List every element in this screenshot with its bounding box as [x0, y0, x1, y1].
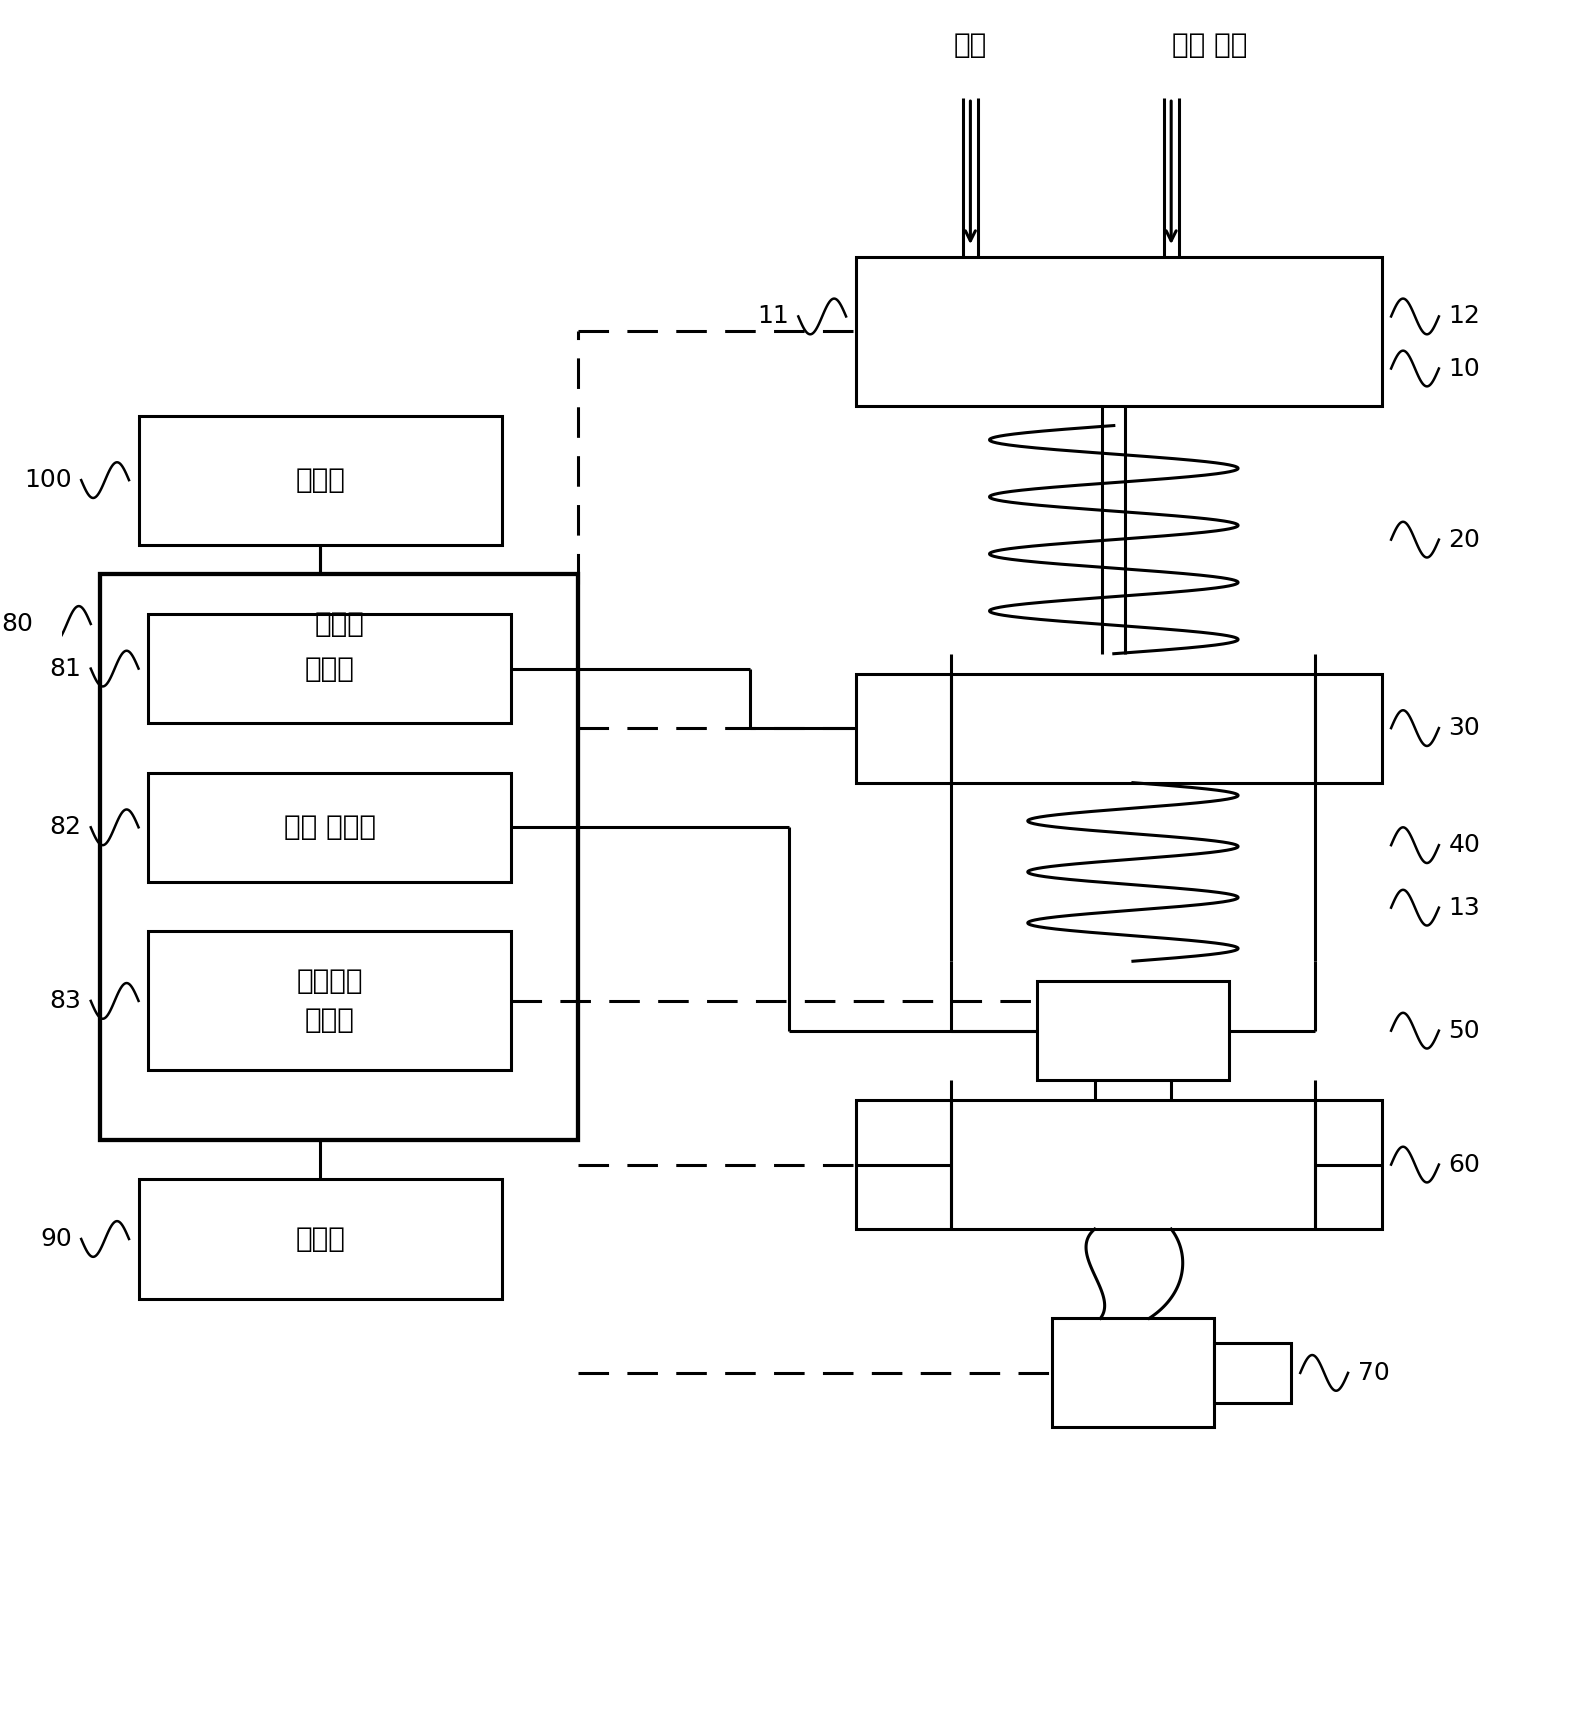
- Text: 제어부: 제어부: [315, 610, 365, 637]
- Bar: [856, 256, 1381, 405]
- Text: 10: 10: [1449, 357, 1480, 381]
- Bar: [101, 575, 579, 1140]
- Bar: [148, 615, 511, 724]
- Text: 11: 11: [757, 305, 788, 329]
- Text: 전원부: 전원부: [296, 466, 344, 494]
- Text: 83: 83: [49, 989, 82, 1013]
- Text: 운반 에어: 운반 에어: [1172, 31, 1247, 59]
- Bar: [148, 772, 511, 882]
- Text: 80: 80: [2, 611, 33, 636]
- Text: 12: 12: [1449, 305, 1480, 329]
- Bar: [1214, 1342, 1291, 1403]
- Text: 60: 60: [1449, 1152, 1480, 1176]
- Bar: [148, 932, 511, 1070]
- Text: 판단부: 판단부: [305, 655, 355, 682]
- Text: 81: 81: [49, 656, 82, 681]
- Text: 하드웨어
제어부: 하드웨어 제어부: [297, 968, 363, 1034]
- Bar: [1037, 980, 1229, 1081]
- Text: 82: 82: [49, 816, 82, 840]
- Bar: [138, 1179, 502, 1299]
- Text: 가스: 가스: [953, 31, 986, 59]
- Text: 50: 50: [1449, 1018, 1480, 1043]
- Text: 표시부: 표시부: [296, 1225, 344, 1252]
- Text: 센서 구동부: 센서 구동부: [283, 814, 376, 842]
- Text: 100: 100: [24, 468, 72, 492]
- Text: 70: 70: [1357, 1361, 1389, 1386]
- Bar: [1052, 1318, 1214, 1427]
- Text: 30: 30: [1449, 715, 1480, 740]
- Text: 40: 40: [1449, 833, 1480, 857]
- Text: 90: 90: [39, 1226, 72, 1251]
- Bar: [856, 1100, 1381, 1230]
- Bar: [856, 674, 1381, 783]
- Text: 13: 13: [1449, 895, 1480, 920]
- Bar: [138, 416, 502, 544]
- Text: 20: 20: [1449, 528, 1480, 551]
